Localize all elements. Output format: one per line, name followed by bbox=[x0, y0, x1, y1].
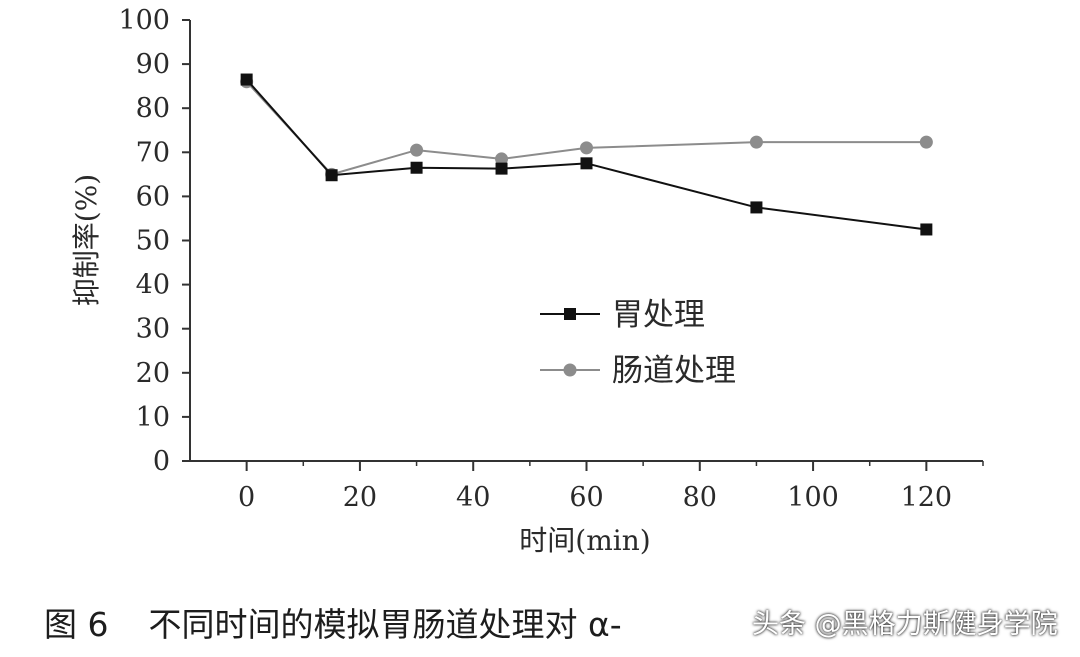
data-point bbox=[495, 162, 508, 175]
data-point bbox=[750, 201, 763, 214]
data-point bbox=[919, 135, 933, 149]
legend-marker bbox=[563, 363, 577, 377]
x-tick-label: 80 bbox=[683, 482, 717, 513]
x-axis-ticks: 0 20 40 60 80 100 120 bbox=[238, 461, 984, 513]
legend-marker bbox=[564, 308, 576, 320]
y-axis-label: 抑制率(%) bbox=[70, 174, 103, 306]
x-tick-label: 60 bbox=[569, 482, 603, 513]
data-point bbox=[325, 169, 338, 182]
x-tick-label: 40 bbox=[456, 482, 490, 513]
data-point bbox=[495, 152, 509, 166]
x-tick-label: 120 bbox=[901, 482, 953, 513]
series-0 bbox=[240, 73, 933, 236]
series-layer bbox=[240, 73, 933, 236]
data-point bbox=[240, 73, 253, 86]
x-axis-label: 时间(min) bbox=[519, 524, 650, 557]
series-line bbox=[245, 78, 927, 231]
y-tick-label: 20 bbox=[136, 358, 170, 389]
y-tick-label: 60 bbox=[136, 181, 170, 212]
y-tick-label: 100 bbox=[118, 5, 170, 36]
legend-label: 肠道处理 bbox=[612, 353, 736, 389]
data-point bbox=[920, 223, 933, 236]
y-tick-label: 50 bbox=[136, 226, 170, 257]
data-point bbox=[410, 143, 424, 157]
figure-number: 图 6 bbox=[44, 605, 109, 644]
legend-label: 胃处理 bbox=[612, 297, 705, 333]
y-tick-label: 70 bbox=[136, 137, 170, 168]
figure-caption-text: 不同时间的模拟胃肠道处理对 α- bbox=[148, 605, 622, 644]
figure-caption: 图 6 不同时间的模拟胃肠道处理对 α- bbox=[44, 598, 622, 646]
data-point bbox=[410, 161, 423, 174]
watermark: 头条 @黑格力斯健身学院 bbox=[752, 609, 1058, 640]
x-tick-label: 0 bbox=[238, 482, 255, 513]
data-point bbox=[749, 135, 763, 149]
y-tick-label: 10 bbox=[136, 402, 170, 433]
data-point bbox=[580, 157, 593, 170]
y-tick-label: 40 bbox=[136, 270, 170, 301]
y-tick-label: 80 bbox=[136, 93, 170, 124]
x-tick-label: 20 bbox=[343, 482, 377, 513]
y-tick-label: 30 bbox=[136, 314, 170, 345]
chart: 0 10 20 30 40 50 60 70 80 90 100 0 20 40 60 80 100 120 胃… bbox=[70, 5, 984, 557]
y-tick-label: 0 bbox=[153, 446, 170, 477]
data-point bbox=[580, 141, 593, 155]
axes bbox=[189, 20, 983, 462]
y-axis-ticks: 0 10 20 30 40 50 60 70 80 90 100 bbox=[118, 5, 190, 477]
y-tick-label: 90 bbox=[136, 49, 170, 80]
x-tick-label: 100 bbox=[787, 482, 839, 513]
